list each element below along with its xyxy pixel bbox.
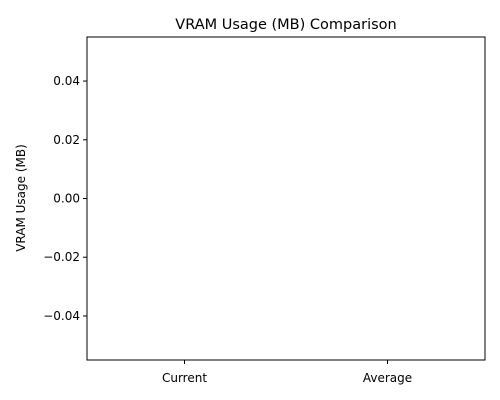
y-axis-ticks: 0.04 0.02 0.00 −0.02 −0.04 [43, 74, 87, 323]
y-tick-label: 0.00 [53, 192, 80, 206]
chart-title: VRAM Usage (MB) Comparison [175, 17, 396, 33]
plot-area-frame [86, 36, 486, 361]
y-tick-label: −0.02 [43, 250, 80, 264]
x-tick-label-current: Current [162, 371, 207, 385]
x-tick-label-average: Average [363, 371, 412, 385]
y-axis-label: VRAM Usage (MB) [14, 144, 28, 252]
y-tick-label: −0.04 [43, 309, 80, 323]
x-axis-ticks: Current Average [162, 360, 412, 385]
y-tick-label: 0.04 [53, 74, 80, 88]
y-tick-label: 0.02 [53, 133, 80, 147]
